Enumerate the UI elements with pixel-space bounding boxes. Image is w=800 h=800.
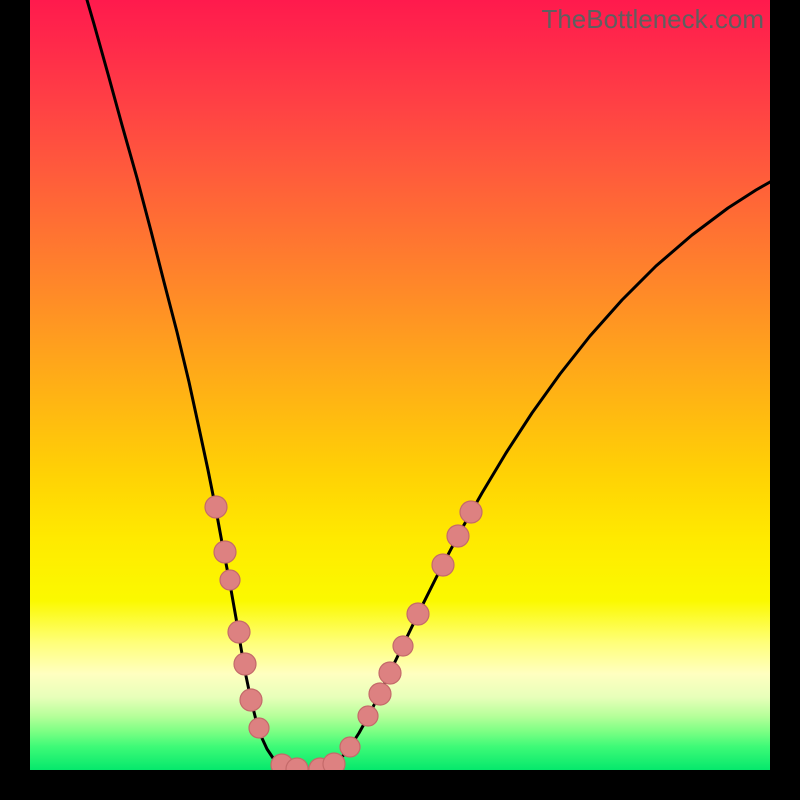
data-marker bbox=[358, 706, 378, 726]
v-curve-path bbox=[87, 0, 770, 769]
data-marker bbox=[407, 603, 429, 625]
data-marker bbox=[432, 554, 454, 576]
data-marker bbox=[369, 683, 391, 705]
data-marker bbox=[379, 662, 401, 684]
data-marker bbox=[340, 737, 360, 757]
data-marker bbox=[249, 718, 269, 738]
marker-layer bbox=[205, 496, 482, 770]
plot-area: TheBottleneck.com bbox=[30, 0, 770, 770]
data-marker bbox=[447, 525, 469, 547]
data-marker bbox=[214, 541, 236, 563]
data-marker bbox=[240, 689, 262, 711]
data-marker bbox=[205, 496, 227, 518]
curve-layer bbox=[30, 0, 770, 770]
data-marker bbox=[393, 636, 413, 656]
data-marker bbox=[220, 570, 240, 590]
watermark-text: TheBottleneck.com bbox=[541, 4, 764, 35]
v-curve bbox=[87, 0, 770, 769]
data-marker bbox=[234, 653, 256, 675]
data-marker bbox=[228, 621, 250, 643]
data-marker bbox=[323, 753, 345, 770]
data-marker bbox=[460, 501, 482, 523]
